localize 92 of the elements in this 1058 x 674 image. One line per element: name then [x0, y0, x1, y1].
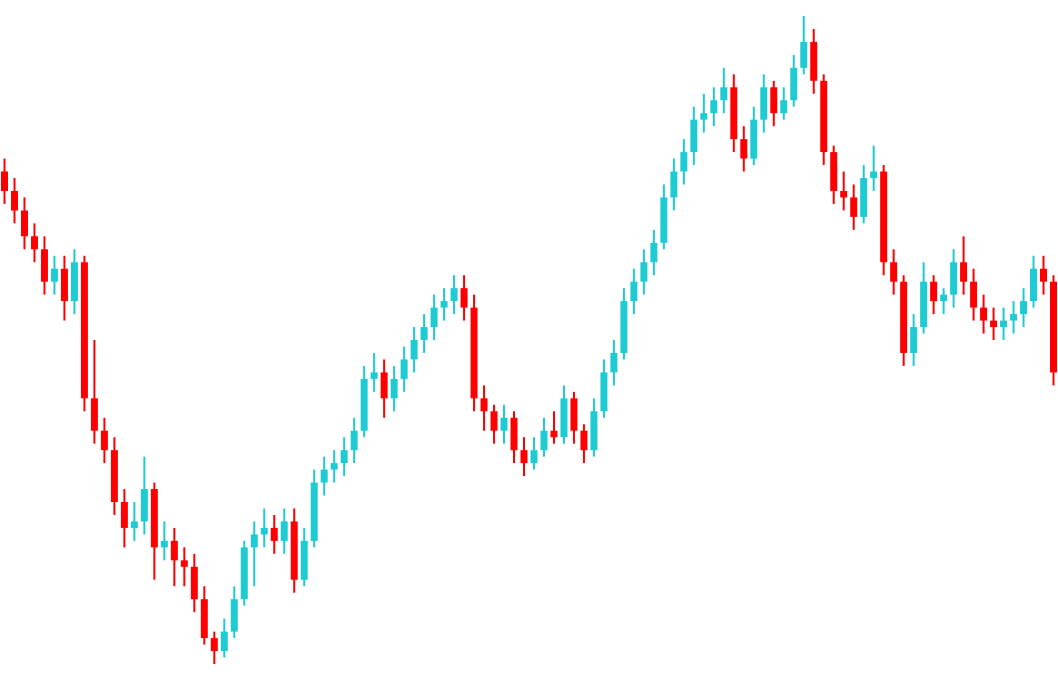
candlestick — [250, 520, 258, 588]
candlestick — [40, 235, 48, 296]
candlestick — [970, 267, 978, 322]
candlestick — [810, 27, 818, 95]
candlestick — [700, 92, 708, 134]
candlestick — [200, 585, 208, 646]
candlestick — [410, 326, 418, 374]
candlestick — [770, 79, 778, 128]
candlestick — [210, 630, 218, 665]
candlestick — [990, 306, 998, 341]
candlestick — [30, 222, 38, 264]
candlestick — [540, 416, 548, 458]
candlestick — [400, 345, 408, 393]
candlestick — [280, 507, 288, 555]
candlestick — [590, 397, 598, 458]
candlestick — [920, 261, 928, 335]
candlestick — [370, 351, 378, 393]
candlestick — [950, 248, 958, 309]
candlestick — [420, 313, 428, 354]
candlestick — [300, 526, 308, 588]
candlestick — [550, 410, 558, 445]
candlestick — [510, 410, 518, 465]
candlestick — [160, 520, 168, 562]
candlestick — [20, 196, 28, 251]
candlestick — [460, 274, 468, 322]
candlestick — [660, 183, 668, 251]
candlestick — [670, 157, 678, 212]
candlestick — [1020, 287, 1028, 329]
candlestick — [980, 293, 988, 335]
candlestick — [1, 157, 8, 205]
candlestick — [710, 86, 718, 128]
candlestick — [140, 455, 148, 536]
candlestick — [380, 358, 388, 419]
candlestick — [780, 86, 788, 121]
candlestick — [630, 267, 638, 316]
candlestick — [800, 15, 808, 76]
candlestick — [260, 507, 268, 549]
candlestick — [480, 384, 488, 432]
candlestick — [640, 248, 648, 296]
candlestick — [720, 66, 728, 115]
candlestick — [230, 585, 238, 640]
candlestick — [930, 274, 938, 316]
candlestick — [690, 105, 698, 167]
candlestick — [50, 254, 58, 296]
candlestick — [330, 449, 338, 484]
candlestick — [910, 313, 918, 367]
candlestick — [220, 617, 228, 659]
candlestick — [570, 390, 578, 445]
candlestick — [650, 228, 658, 277]
candlestick — [1040, 254, 1048, 296]
candlestick — [940, 287, 948, 316]
candlestick — [340, 436, 348, 478]
candlestick — [500, 403, 508, 445]
candlestick — [750, 105, 758, 167]
candlestick — [840, 170, 848, 212]
candlestick — [740, 125, 748, 173]
candlestick — [560, 384, 568, 445]
candlestick — [760, 73, 768, 134]
candlestick — [10, 177, 18, 225]
candlestick — [1010, 300, 1018, 335]
candlestick — [600, 358, 608, 419]
candlestick — [1030, 254, 1038, 309]
candlestick — [350, 416, 358, 465]
candlestick — [170, 526, 178, 588]
candlestick — [860, 164, 868, 225]
candlestick — [680, 138, 688, 186]
candlestick — [430, 293, 438, 341]
candlestick — [90, 339, 98, 445]
candlestick — [270, 513, 278, 555]
candlestick — [190, 552, 198, 614]
candlestick — [120, 488, 128, 549]
candlestick — [530, 436, 538, 471]
candlestick — [960, 235, 968, 296]
candlestick — [320, 455, 328, 497]
candlestick — [890, 248, 898, 296]
candlestick — [1000, 306, 1008, 341]
candlestick — [830, 144, 838, 205]
candlestick — [390, 364, 398, 413]
candlestick — [850, 183, 858, 231]
candlestick — [490, 403, 498, 445]
candlestick — [610, 339, 618, 387]
candlestick — [60, 254, 68, 322]
candlestick — [580, 423, 588, 465]
candlestick — [100, 416, 108, 465]
candlestick — [870, 144, 878, 192]
candlestick — [70, 248, 78, 316]
candlestick — [440, 287, 448, 322]
candlestick — [180, 546, 188, 588]
candlestick — [790, 53, 798, 108]
candlestick — [450, 274, 458, 316]
candlestick — [520, 436, 528, 478]
candlestick — [130, 501, 138, 542]
